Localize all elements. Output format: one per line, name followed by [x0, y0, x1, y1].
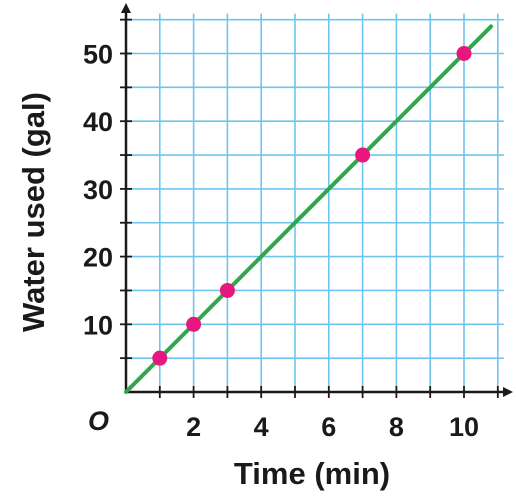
x-axis-title: Time (min): [234, 456, 390, 491]
y-tick-label: 40: [83, 107, 113, 137]
data-point: [219, 282, 235, 298]
data-point: [152, 350, 168, 366]
y-tick-label: 20: [83, 243, 113, 273]
y-tick-label: 10: [83, 310, 113, 340]
series-line: [124, 24, 494, 394]
data-point: [456, 46, 472, 61]
x-tick-label: 6: [321, 412, 336, 442]
labels: O Time (min) Water used (gal) 2 4 6 8 10 10 20…: [16, 40, 479, 492]
series: [124, 24, 494, 394]
data-point: [355, 147, 371, 163]
y-tick-label: 30: [83, 175, 113, 205]
grid: [126, 13, 504, 392]
axes: [120, 3, 513, 398]
x-tick-label: 4: [254, 412, 269, 442]
origin-label: O: [88, 406, 109, 436]
x-tick-label: 10: [449, 412, 479, 442]
data-point: [186, 316, 202, 332]
x-tick-label: 8: [389, 412, 404, 442]
x-tick-label: 2: [186, 412, 201, 442]
y-axis-title: Water used (gal): [16, 92, 51, 332]
y-tick-label: 50: [83, 40, 113, 70]
